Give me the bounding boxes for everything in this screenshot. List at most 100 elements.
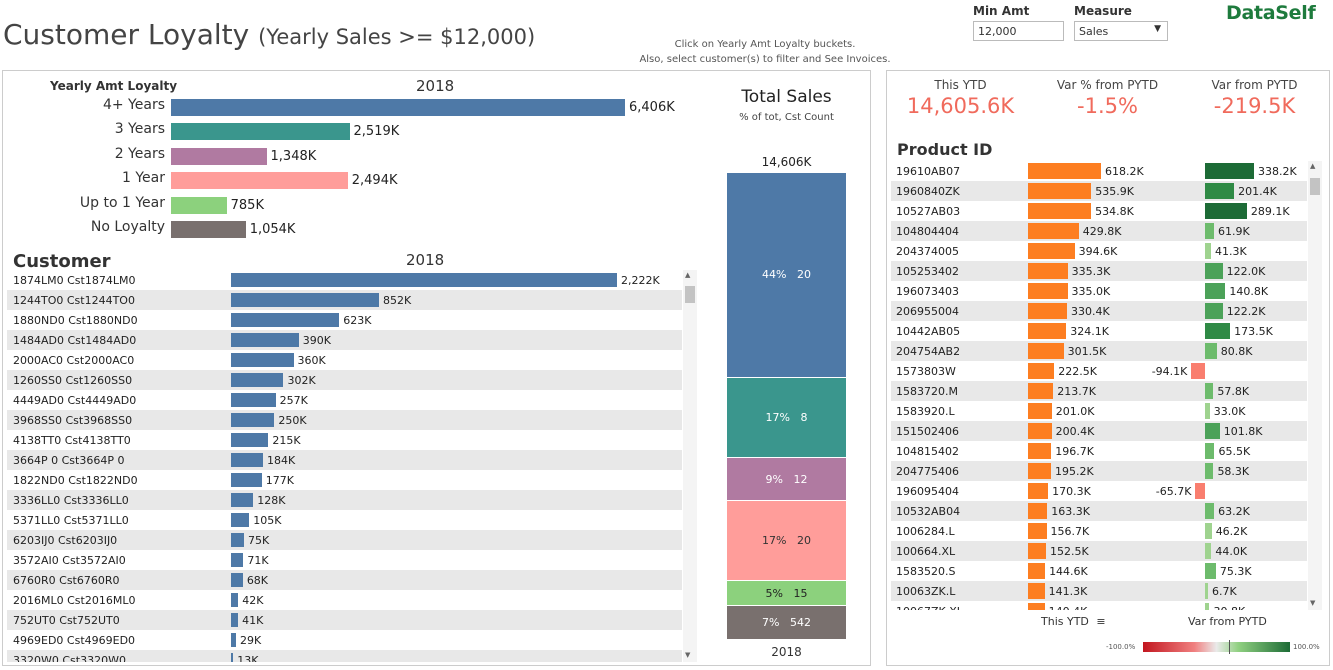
table-row[interactable]: 5371LL0 Cst5371LL0 105K: [7, 510, 682, 530]
var-bar[interactable]: [1205, 503, 1215, 519]
customer-bar[interactable]: [231, 353, 294, 367]
var-bar[interactable]: [1205, 343, 1217, 359]
customer-bar[interactable]: [231, 593, 239, 607]
ytd-bar[interactable]: [1028, 283, 1068, 299]
table-row[interactable]: 6760R0 Cst6760R0 68K: [7, 570, 682, 590]
var-bar[interactable]: [1205, 403, 1210, 419]
ytd-bar[interactable]: [1028, 603, 1045, 610]
ytd-bar[interactable]: [1028, 483, 1049, 499]
customer-bar[interactable]: [231, 653, 234, 662]
table-row[interactable]: 1822ND0 Cst1822ND0 177K: [7, 470, 682, 490]
customer-bar[interactable]: [231, 553, 244, 567]
table-row[interactable]: 3336LL0 Cst3336LL0 128K: [7, 490, 682, 510]
var-bar[interactable]: [1205, 183, 1235, 199]
customer-bar[interactable]: [231, 613, 239, 627]
var-bar[interactable]: [1205, 563, 1216, 579]
scroll-up-icon[interactable]: ▲: [685, 271, 691, 279]
customer-bar[interactable]: [231, 293, 379, 307]
loyalty-bar[interactable]: [171, 123, 350, 141]
var-bar[interactable]: [1205, 243, 1211, 259]
var-bar[interactable]: [1205, 223, 1214, 239]
table-row[interactable]: 1583520.S 144.6K 75.3K: [891, 561, 1307, 581]
table-row[interactable]: 104804404 429.8K 61.9K: [891, 221, 1307, 241]
table-row[interactable]: 1484AD0 Cst1484AD0 390K: [7, 330, 682, 350]
loyalty-bar[interactable]: [171, 99, 625, 116]
var-bar[interactable]: [1205, 203, 1247, 219]
var-bar[interactable]: [1205, 603, 1210, 610]
table-row[interactable]: 204775406 195.2K 58.3K: [891, 461, 1307, 481]
table-row[interactable]: 10532AB04 163.3K 63.2K: [891, 501, 1307, 521]
loyalty-bar[interactable]: [171, 221, 246, 238]
table-row[interactable]: 1006284.L 156.7K 46.2K: [891, 521, 1307, 541]
customer-bar[interactable]: [231, 473, 262, 487]
scroll-up-icon[interactable]: ▲: [1310, 162, 1316, 170]
ytd-bar[interactable]: [1028, 303, 1067, 319]
table-row[interactable]: 204754AB2 301.5K 80.8K: [891, 341, 1307, 361]
customer-bar[interactable]: [231, 313, 340, 327]
footer-ytd-label[interactable]: This YTD ≡: [1041, 615, 1106, 628]
sort-icon[interactable]: ≡: [1096, 615, 1106, 628]
customer-bar[interactable]: [231, 633, 237, 647]
total-sales-segment[interactable]: 17% 8: [727, 377, 846, 459]
table-row[interactable]: 1880ND0 Cst1880ND0 623K: [7, 310, 682, 330]
customer-bar[interactable]: [231, 493, 254, 507]
total-sales-segment[interactable]: 9% 12: [727, 458, 846, 502]
table-row[interactable]: 10527AB03 534.8K 289.1K: [891, 201, 1307, 221]
table-row[interactable]: 1573803W 222.5K -94.1K: [891, 361, 1307, 381]
table-row[interactable]: 1244TO0 Cst1244TO0 852K: [7, 290, 682, 310]
var-bar[interactable]: [1205, 323, 1231, 339]
var-bar[interactable]: [1205, 463, 1214, 479]
table-row[interactable]: 3968SS0 Cst3968SS0 250K: [7, 410, 682, 430]
table-row[interactable]: 196073403 335.0K 140.8K: [891, 281, 1307, 301]
table-row[interactable]: 3572AI0 Cst3572AI0 71K: [7, 550, 682, 570]
total-sales-segment[interactable]: 7% 542: [727, 606, 846, 640]
table-row[interactable]: 2016ML0 Cst2016ML0 42K: [7, 590, 682, 610]
customer-bar[interactable]: [231, 333, 299, 347]
loyalty-bar[interactable]: [171, 172, 348, 190]
var-bar[interactable]: [1205, 283, 1226, 299]
table-row[interactable]: 151502406 200.4K 101.8K: [891, 421, 1307, 441]
table-row[interactable]: 10067ZK.XL 140.4K 30.8K: [891, 601, 1307, 610]
ytd-bar[interactable]: [1028, 503, 1048, 519]
ytd-bar[interactable]: [1028, 383, 1054, 399]
var-bar[interactable]: [1205, 383, 1214, 399]
customer-bar[interactable]: [231, 373, 284, 387]
table-row[interactable]: 1583720.M 213.7K 57.8K: [891, 381, 1307, 401]
var-bar[interactable]: [1205, 583, 1208, 599]
product-scrollbar[interactable]: ▲ ▼: [1308, 161, 1322, 610]
table-row[interactable]: 206955004 330.4K 122.2K: [891, 301, 1307, 321]
scroll-thumb[interactable]: [1310, 178, 1320, 195]
loyalty-bar[interactable]: [171, 147, 267, 165]
total-sales-segment[interactable]: 17% 20: [727, 501, 846, 582]
ytd-bar[interactable]: [1028, 403, 1052, 419]
ytd-bar[interactable]: [1028, 363, 1055, 379]
scroll-down-icon[interactable]: ▼: [685, 651, 691, 659]
customer-bar[interactable]: [231, 513, 250, 527]
ytd-bar[interactable]: [1028, 203, 1092, 219]
var-bar[interactable]: [1205, 263, 1223, 279]
table-row[interactable]: 1874LM0 Cst1874LM0 2,222K: [7, 270, 682, 290]
ytd-bar[interactable]: [1028, 563, 1046, 579]
total-sales-segment[interactable]: 44% 20: [727, 173, 846, 378]
var-bar[interactable]: [1205, 303, 1223, 319]
table-row[interactable]: 3664P 0 Cst3664P 0 184K: [7, 450, 682, 470]
table-row[interactable]: 4449AD0 Cst4449AD0 257K: [7, 390, 682, 410]
ytd-bar[interactable]: [1028, 523, 1047, 539]
table-row[interactable]: 2000AC0 Cst2000AC0 360K: [7, 350, 682, 370]
ytd-bar[interactable]: [1028, 543, 1046, 559]
customer-bar[interactable]: [231, 413, 275, 427]
measure-select[interactable]: Sales ▼: [1074, 21, 1168, 41]
ytd-bar[interactable]: [1028, 323, 1067, 339]
table-row[interactable]: 6203IJ0 Cst6203IJ0 75K: [7, 530, 682, 550]
table-row[interactable]: 204374005 394.6K 41.3K: [891, 241, 1307, 261]
table-row[interactable]: 752UT0 Cst752UT0 41K: [7, 610, 682, 630]
table-row[interactable]: 1583920.L 201.0K 33.0K: [891, 401, 1307, 421]
table-row[interactable]: 4969ED0 Cst4969ED0 29K: [7, 630, 682, 650]
table-row[interactable]: 100664.XL 152.5K 44.0K: [891, 541, 1307, 561]
min-amt-input[interactable]: 12,000: [973, 21, 1064, 41]
table-row[interactable]: 10063ZK.L 141.3K 6.7K: [891, 581, 1307, 601]
customer-bar[interactable]: [231, 273, 617, 287]
var-bar[interactable]: [1205, 523, 1212, 539]
total-sales-segment[interactable]: 5% 15: [727, 581, 846, 607]
customer-bar[interactable]: [231, 393, 276, 407]
